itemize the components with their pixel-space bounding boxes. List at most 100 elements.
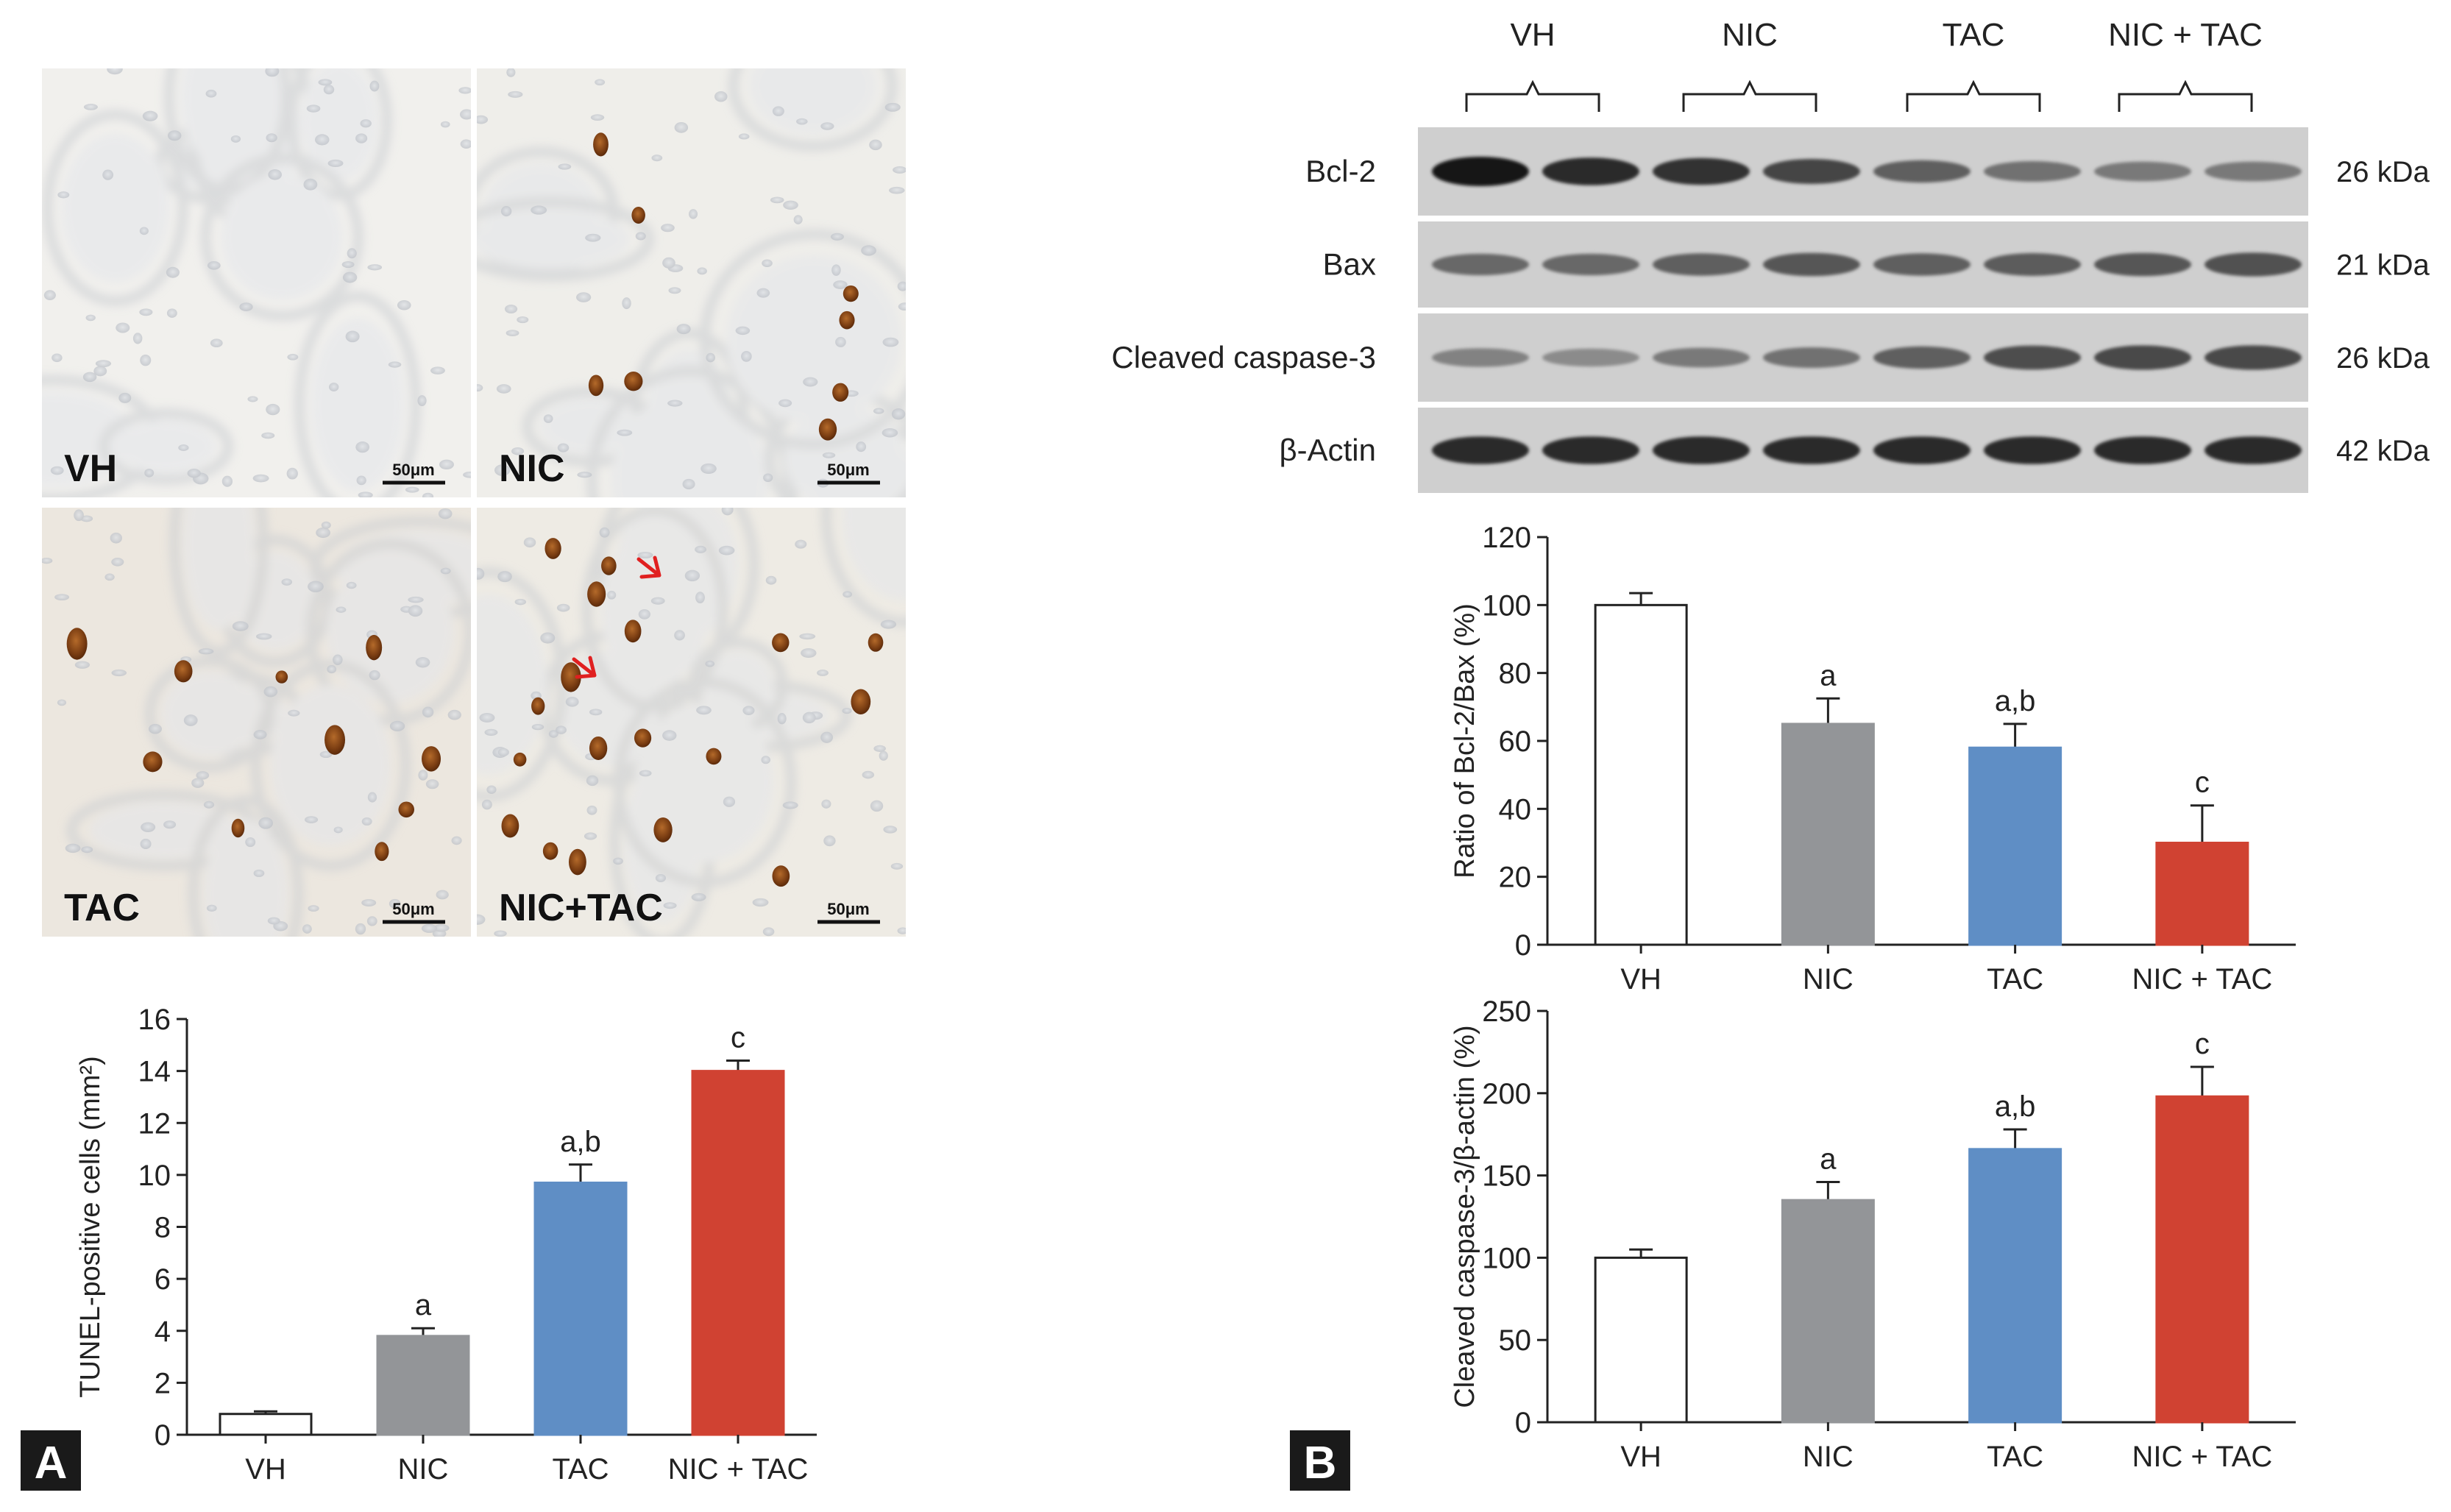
x-tick-label: NIC: [398, 1453, 449, 1486]
significance-label: c: [2195, 1028, 2210, 1060]
background-nucleus: [266, 133, 277, 143]
background-nucleus: [585, 233, 601, 242]
background-nucleus: [167, 130, 182, 141]
background-nucleus: [203, 801, 215, 809]
background-nucleus: [506, 330, 519, 337]
background-nucleus: [417, 395, 427, 406]
background-nucleus: [796, 118, 808, 125]
blot-protein-label: Cleaved caspase-3: [1111, 340, 1376, 375]
background-nucleus: [695, 592, 705, 604]
bar-nic-tac: [691, 1070, 785, 1436]
blot-band: [1542, 157, 1639, 185]
background-nucleus: [820, 122, 834, 130]
background-nucleus: [205, 89, 217, 98]
background-nucleus: [531, 723, 545, 731]
x-tick-label: NIC + TAC: [668, 1453, 809, 1486]
background-nucleus: [327, 665, 337, 674]
blot-group-brace: [1906, 79, 2041, 112]
background-nucleus: [735, 326, 751, 336]
background-nucleus: [718, 545, 735, 556]
background-nucleus: [556, 725, 567, 734]
background-nucleus: [323, 85, 335, 95]
background-nucleus: [668, 287, 681, 294]
background-nucleus: [440, 121, 450, 128]
panel-label-b: B: [1304, 1438, 1337, 1488]
blot-band: [1432, 436, 1529, 464]
background-nucleus: [83, 104, 98, 110]
background-nucleus: [52, 353, 63, 363]
background-nucleus: [801, 647, 817, 659]
background-nucleus: [662, 257, 675, 269]
bar-tac: [1968, 1148, 2062, 1424]
blot-size-label: 26 kDa: [2336, 342, 2430, 375]
background-nucleus: [477, 384, 483, 392]
background-nucleus: [531, 205, 547, 215]
blot-band: [1984, 253, 2081, 276]
tubule-lumen: [477, 209, 630, 269]
blot-band: [2205, 252, 2302, 277]
background-nucleus: [438, 508, 453, 519]
background-nucleus: [166, 266, 180, 278]
background-nucleus: [336, 606, 347, 613]
background-nucleus: [430, 366, 445, 375]
micrograph-label: NIC: [499, 447, 565, 490]
background-nucleus: [893, 166, 906, 174]
blot-group-brace: [1465, 79, 1600, 112]
background-nucleus: [862, 770, 875, 779]
bar-tac: [533, 1181, 628, 1436]
background-nucleus: [861, 245, 876, 256]
tunel-positive-nucleus: [542, 842, 558, 860]
bar-tac: [1968, 746, 2062, 946]
tubule-lumen: [61, 133, 170, 283]
background-nucleus: [95, 360, 112, 368]
background-nucleus: [245, 837, 256, 848]
tunel-positive-nucleus: [422, 746, 441, 772]
bar-nic: [1781, 723, 1875, 946]
background-nucleus: [183, 714, 198, 726]
background-nucleus: [360, 119, 372, 128]
background-nucleus: [447, 709, 461, 720]
background-nucleus: [421, 923, 437, 933]
blot-group-label: NIC: [1722, 17, 1778, 53]
background-nucleus: [500, 206, 512, 217]
scale-bar-label: 50μm: [392, 900, 435, 918]
background-nucleus: [258, 817, 273, 829]
blot-band: [1653, 253, 1750, 276]
background-nucleus: [548, 730, 558, 738]
y-tick-label: 4: [155, 1316, 171, 1348]
blot-band: [1984, 436, 2081, 464]
tubule-outline: [820, 508, 906, 628]
bar-nic-tac: [2155, 1095, 2249, 1424]
background-nucleus: [682, 478, 695, 490]
background-nucleus: [415, 657, 430, 668]
background-nucleus: [346, 581, 357, 589]
y-tick-label: 80: [1499, 658, 1532, 690]
background-nucleus: [830, 233, 844, 241]
tunel-positive-nucleus: [545, 538, 561, 559]
background-nucleus: [635, 232, 646, 241]
tubule-outline: [285, 68, 393, 201]
blot-band: [1763, 347, 1860, 368]
blot-band: [1542, 253, 1639, 276]
background-nucleus: [405, 486, 419, 493]
background-nucleus: [256, 633, 272, 640]
background-nucleus: [565, 697, 579, 707]
background-nucleus: [361, 898, 377, 906]
background-nucleus: [252, 474, 269, 483]
micrograph-tile: NIC+TAC 50μm: [477, 508, 906, 937]
background-nucleus: [584, 832, 597, 840]
tubule-lumen: [749, 68, 876, 135]
background-nucleus: [80, 515, 93, 522]
background-nucleus: [369, 80, 380, 92]
blot-band: [1432, 348, 1529, 367]
background-nucleus: [484, 728, 498, 736]
tunel-positive-nucleus: [601, 556, 617, 575]
background-nucleus: [345, 330, 360, 343]
tunel-positive-nucleus: [706, 748, 722, 765]
background-nucleus: [263, 686, 278, 698]
background-nucleus: [494, 930, 507, 937]
background-nucleus: [762, 927, 775, 937]
tunel-positive-nucleus: [398, 801, 414, 818]
blot-band: [1984, 345, 2081, 370]
blot-group-label: TAC: [1943, 17, 2005, 53]
